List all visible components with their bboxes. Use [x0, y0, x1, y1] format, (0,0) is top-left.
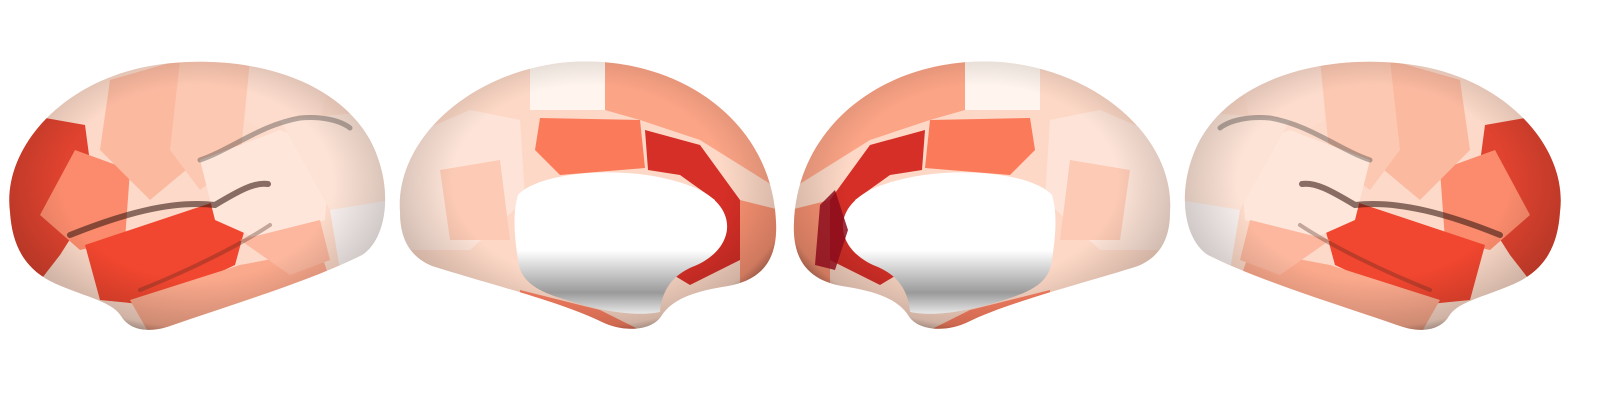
dark-patch	[815, 190, 848, 270]
left-lateral-view	[0, 50, 400, 340]
right-medial-view	[780, 50, 1180, 340]
left-medial-view	[390, 50, 790, 340]
right-lateral-view	[1170, 50, 1570, 340]
